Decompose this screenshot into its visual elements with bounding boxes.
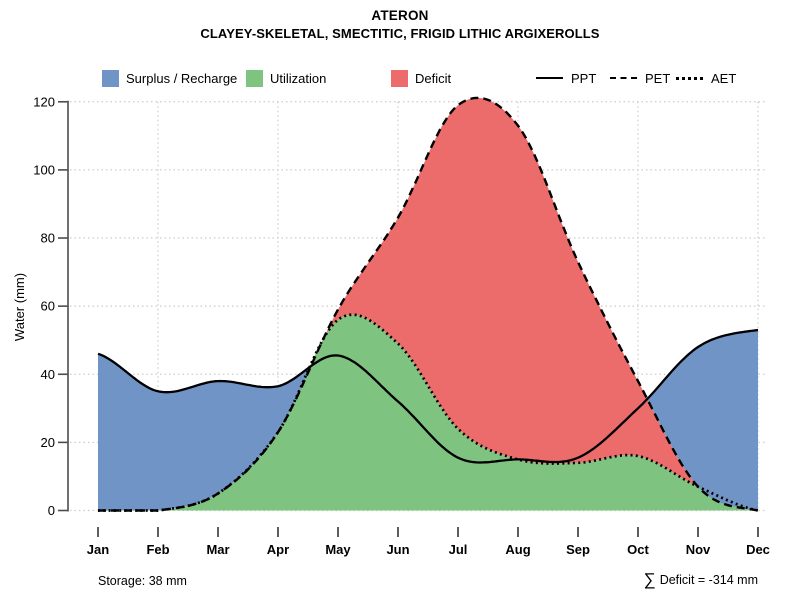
- legend-item-utilization: Utilization: [246, 68, 326, 88]
- legend-item-pet: PET: [610, 68, 670, 88]
- storage-annotation: Storage: 38 mm: [98, 574, 187, 588]
- legend-label-pet: PET: [645, 70, 671, 86]
- x-tick-label: Oct: [627, 542, 649, 557]
- x-tick-label: Feb: [146, 542, 169, 557]
- x-tick-label: Apr: [267, 542, 289, 557]
- x-tick-label: Jan: [87, 542, 109, 557]
- x-tick-label: Nov: [686, 542, 711, 557]
- x-tick-label: May: [325, 542, 351, 557]
- x-tick-label: Sep: [566, 542, 590, 557]
- sigma-icon: ∑: [643, 570, 656, 589]
- y-axis-title: Water (mm): [12, 273, 27, 341]
- surplus-area: [98, 330, 758, 511]
- title-block: ATERON CLAYEY-SKELETAL, SMECTITIC, FRIGI…: [0, 8, 800, 41]
- legend-item-aet: AET: [676, 68, 736, 88]
- page-subtitle: CLAYEY-SKELETAL, SMECTITIC, FRIGID LITHI…: [200, 26, 600, 41]
- y-tick-label: 80: [41, 231, 55, 246]
- y-tick-label: 120: [33, 94, 55, 109]
- x-tick-label: Aug: [505, 542, 530, 557]
- y-tick-label: 0: [48, 503, 55, 518]
- aet-curve: [98, 313, 759, 512]
- legend: Surplus / Recharge Utilization Deficit P…: [0, 68, 800, 90]
- legend-item-surplus: Surplus / Recharge: [102, 68, 237, 88]
- page-title: ATERON: [371, 8, 429, 23]
- utilization-area: [98, 314, 758, 511]
- dotted-line-icon: [676, 76, 703, 80]
- deficit-annotation-text: Deficit = -314 mm: [659, 573, 758, 587]
- legend-item-ppt: PPT: [536, 68, 596, 88]
- y-tick-label: 60: [41, 299, 55, 314]
- y-tick-label: 20: [41, 435, 55, 450]
- x-tick-label: Jul: [449, 542, 468, 557]
- utilization-swatch-icon: [246, 69, 263, 87]
- legend-item-deficit: Deficit: [391, 68, 451, 88]
- deficit-area: [98, 97, 758, 511]
- solid-line-icon: [536, 77, 563, 79]
- surplus-swatch-icon: [102, 69, 119, 87]
- deficit-swatch-icon: [391, 69, 408, 87]
- legend-label-ppt: PPT: [571, 70, 597, 86]
- legend-label-deficit: Deficit: [415, 70, 452, 86]
- x-tick-label: Dec: [746, 542, 770, 557]
- ppt-curve: [97, 328, 759, 464]
- legend-label-surplus: Surplus / Recharge: [126, 70, 238, 86]
- y-tick-label: 100: [33, 162, 55, 177]
- legend-label-aet: AET: [711, 70, 737, 86]
- x-tick-label: Jun: [386, 542, 409, 557]
- x-tick-label: Mar: [206, 542, 229, 557]
- dashed-line-icon: [610, 77, 637, 79]
- legend-label-utilization: Utilization: [270, 70, 327, 86]
- deficit-annotation: ∑ Deficit = -314 mm: [644, 570, 758, 590]
- y-tick-label: 40: [41, 367, 55, 382]
